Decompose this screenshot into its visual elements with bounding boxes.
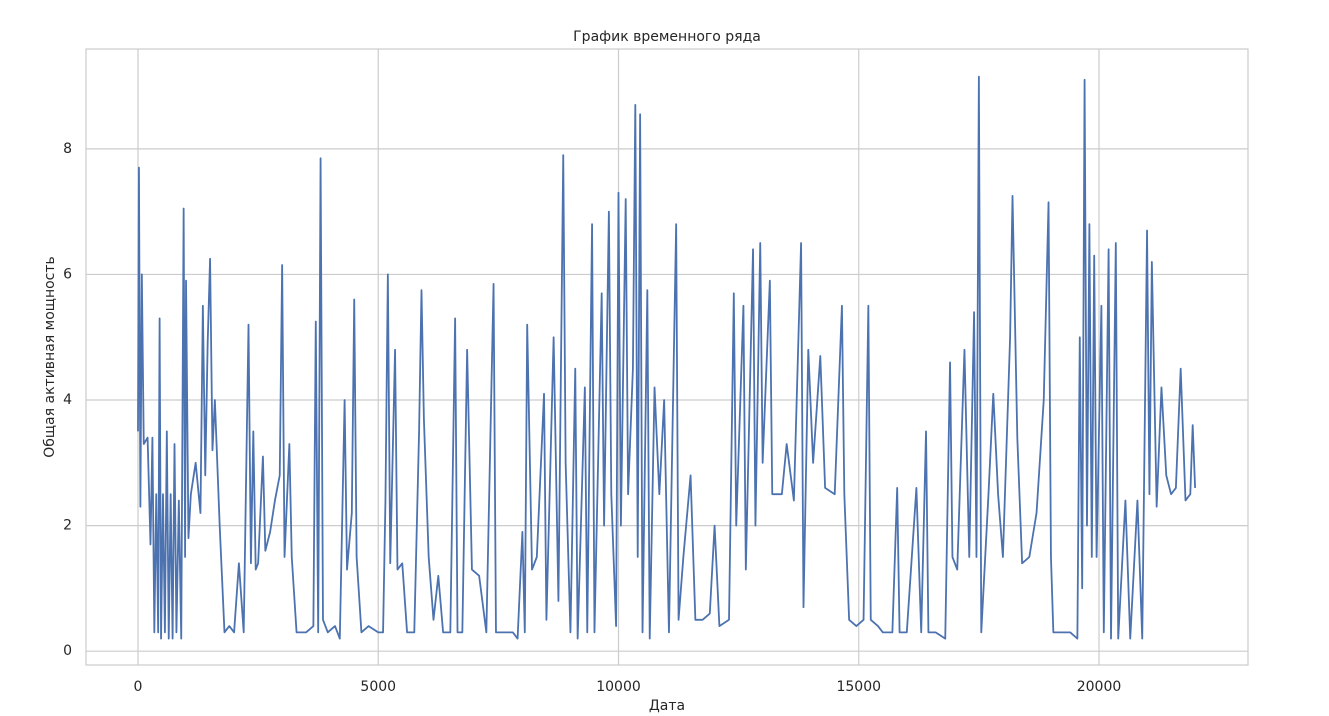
y-tick-label: 8 [63, 141, 72, 157]
x-tick-label: 15000 [836, 679, 881, 695]
x-tick-label: 0 [134, 679, 143, 695]
y-tick-label: 4 [63, 392, 72, 408]
y-axis-label: Общая активная мощность [42, 256, 58, 458]
x-tick-label: 10000 [596, 679, 641, 695]
x-tick-label: 20000 [1077, 679, 1122, 695]
y-tick-label: 6 [63, 266, 72, 282]
y-tick-label: 0 [63, 643, 72, 659]
x-tick-label: 5000 [360, 679, 396, 695]
y-tick-label: 2 [63, 518, 72, 534]
x-axis-label: Дата [649, 698, 685, 714]
data-line [137, 75, 1196, 640]
plot-frame [85, 48, 1249, 666]
chart-title: График временного ряда [573, 29, 761, 45]
